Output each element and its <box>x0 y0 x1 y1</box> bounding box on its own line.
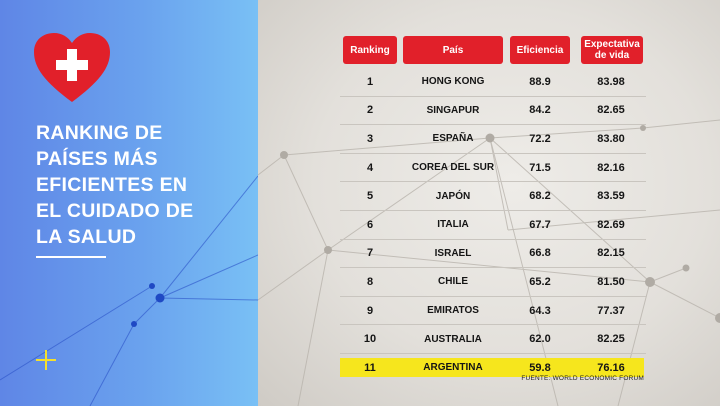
cell-eficiencia: 84.2 <box>529 104 551 117</box>
title-divider <box>36 256 106 258</box>
cell-expectativa: 82.16 <box>597 161 625 174</box>
cell-rank: 11 <box>364 361 376 374</box>
table-body: 1 HONG KONG 88.9 83.98 2 SINGAPUR 84.2 82.65 3 ES… <box>340 68 646 382</box>
cell-eficiencia: 64.3 <box>529 304 551 317</box>
cell-rank: 7 <box>366 247 374 260</box>
cell-pais: AUSTRALIA <box>424 333 482 345</box>
cell-rank: 6 <box>366 218 374 231</box>
cell-pais: ISRAEL <box>434 247 472 259</box>
title-line: LA SALUD <box>36 226 137 248</box>
title-line: PAÍSES MÁS <box>36 148 158 170</box>
cell-pais: CHILE <box>438 276 468 288</box>
highlight-bar <box>340 357 644 377</box>
cell-expectativa: 83.80 <box>597 132 625 145</box>
table-row: 10 AUSTRALIA 62.0 82.25 <box>340 325 646 354</box>
cell-expectativa: 83.98 <box>597 75 625 88</box>
left-panel: RANKING DE PAÍSES MÁS EFICIENTES EN EL C… <box>0 0 258 406</box>
cell-pais: SINGAPUR <box>426 104 480 116</box>
table-row: 6 ITALIA 67.7 82.69 <box>340 211 646 240</box>
cell-eficiencia: 68.2 <box>529 190 551 203</box>
header-expectativa-line1: Expectativa <box>584 39 640 50</box>
background-network <box>258 0 720 406</box>
cell-rank: 3 <box>366 132 374 145</box>
header-pais: País <box>403 36 503 64</box>
table-row: 1 HONG KONG 88.9 83.98 <box>340 68 646 97</box>
panel-network-lines <box>0 175 258 406</box>
cell-eficiencia: 66.8 <box>529 247 551 260</box>
heart-cross-icon <box>34 33 110 102</box>
source-note: FUENTE: WORLD ECONOMIC FORUM <box>521 375 644 382</box>
cell-expectativa: 82.69 <box>597 218 625 231</box>
cell-expectativa: 81.50 <box>597 275 625 288</box>
table-row: 11 ARGENTINA 59.8 76.16 <box>340 354 646 382</box>
cell-pais: EMIRATOS <box>427 305 479 317</box>
cell-eficiencia: 59.8 <box>529 361 551 374</box>
title-line: EL CUIDADO DE <box>36 200 194 222</box>
cell-pais: COREA DEL SUR <box>411 162 495 174</box>
cell-expectativa: 76.16 <box>597 361 625 374</box>
header-expectativa: Expectativa de vida <box>581 36 643 64</box>
cell-eficiencia: 71.5 <box>529 161 551 174</box>
cell-pais: ESPAÑA <box>432 133 474 145</box>
page-title: RANKING DE PAÍSES MÁS EFICIENTES EN EL C… <box>36 120 246 250</box>
cell-rank: 8 <box>366 275 374 288</box>
cell-expectativa: 77.37 <box>597 304 625 317</box>
cell-pais: JAPÓN <box>435 190 471 202</box>
title-line: RANKING DE <box>36 122 163 144</box>
table-row: 9 EMIRATOS 64.3 77.37 <box>340 297 646 326</box>
table-row: 2 SINGAPUR 84.2 82.65 <box>340 97 646 126</box>
table-row: 8 CHILE 65.2 81.50 <box>340 268 646 297</box>
header-eficiencia: Eficiencia <box>510 36 570 64</box>
cell-pais: ARGENTINA <box>423 362 483 374</box>
cell-expectativa: 82.15 <box>597 247 625 260</box>
table-row: 7 ISRAEL 66.8 82.15 <box>340 240 646 269</box>
cell-expectativa: 82.25 <box>597 333 625 346</box>
cell-rank: 4 <box>366 161 374 174</box>
table-row: 5 JAPÓN 68.2 83.59 <box>340 182 646 211</box>
table-row: 4 COREA DEL SUR 71.5 82.16 <box>340 154 646 183</box>
cell-eficiencia: 72.2 <box>529 132 551 145</box>
header-expectativa-line2: de vida <box>594 50 630 61</box>
cell-pais: HONG KONG <box>421 76 485 88</box>
cell-pais: ITALIA <box>437 219 469 231</box>
cell-eficiencia: 62.0 <box>529 333 551 346</box>
cell-expectativa: 83.59 <box>597 190 625 203</box>
plus-icon <box>36 350 56 370</box>
title-line: EFICIENTES EN <box>36 174 188 196</box>
cell-rank: 2 <box>366 104 374 117</box>
header-ranking: Ranking <box>343 36 397 64</box>
cell-eficiencia: 88.9 <box>529 75 551 88</box>
cell-rank: 5 <box>366 190 374 203</box>
cell-expectativa: 82.65 <box>597 104 625 117</box>
table-row: 3 ESPAÑA 72.2 83.80 <box>340 125 646 154</box>
cell-rank: 1 <box>366 75 374 88</box>
cell-rank: 9 <box>366 304 374 317</box>
cell-rank: 10 <box>363 333 377 346</box>
cell-eficiencia: 67.7 <box>529 218 551 231</box>
cell-eficiencia: 65.2 <box>529 275 551 288</box>
